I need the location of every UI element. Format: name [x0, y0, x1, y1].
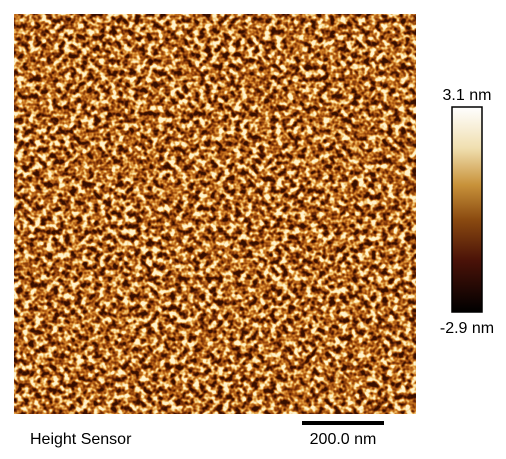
scale-bar-label: 200.0 nm [310, 431, 377, 448]
afm-height-image [14, 14, 416, 414]
colorbar [452, 107, 482, 312]
afm-figure: 3.1 nm -2.9 nm Height Sensor 200.0 nm [0, 0, 506, 454]
page: 3.1 nm -2.9 nm Height Sensor 200.0 nm ((… [0, 0, 506, 454]
colorbar-min-label: -2.9 nm [440, 320, 494, 337]
colorbar-max-label: 3.1 nm [443, 87, 492, 104]
image-caption: Height Sensor [30, 431, 132, 448]
